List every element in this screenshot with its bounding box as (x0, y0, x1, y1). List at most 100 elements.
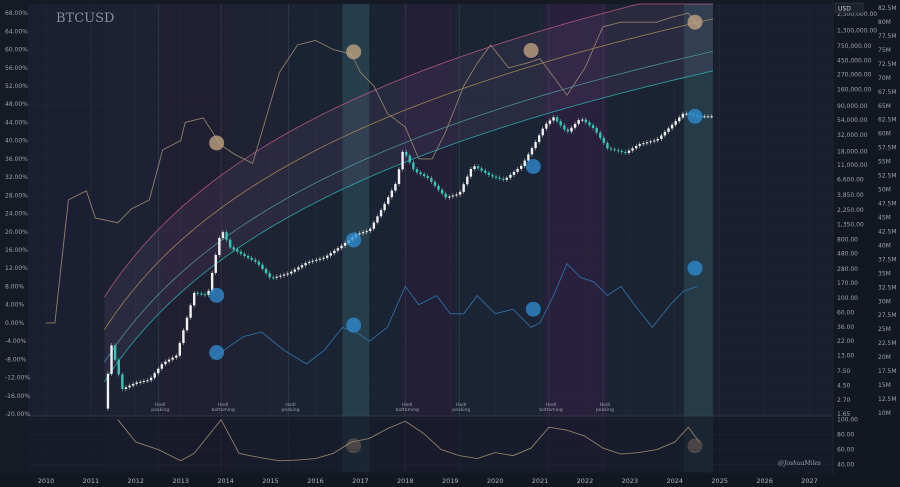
hashrate-tick-label: 15M (878, 382, 891, 389)
x-tick-label: 2014 (217, 477, 234, 485)
hashrate-tick-label: 12.5M (878, 396, 897, 403)
regression-line (104, 51, 714, 363)
candle-body (678, 117, 681, 122)
pct-tick-label: 52.00% (5, 83, 28, 90)
candle-body (552, 117, 555, 121)
hashrate-tick-label: 70M (878, 75, 891, 82)
candle-body (642, 143, 645, 145)
price-tick-label: 2,250.00 (837, 207, 864, 214)
event-label-line: bottoming (539, 407, 562, 413)
candle-body (570, 127, 573, 132)
candle-body (110, 345, 113, 374)
candle-body (710, 116, 713, 118)
candle-body (609, 148, 613, 150)
candle-body (383, 203, 386, 211)
candle-body (279, 275, 282, 277)
candle-body (268, 273, 271, 278)
event-label-line: peaking (282, 407, 300, 413)
candle-body (545, 123, 548, 129)
x-tick-label: 2026 (756, 477, 773, 485)
candle-body (620, 151, 623, 153)
event-label: Hodl peaking (151, 402, 169, 413)
candle-body (555, 117, 559, 122)
candle-body (236, 249, 239, 252)
candle-body (124, 387, 128, 389)
candle-body (343, 242, 347, 246)
hashrate-tick-label: 25M (878, 326, 891, 333)
currency-box[interactable] (834, 2, 864, 14)
osc-tick-label: 40.00 (837, 462, 854, 469)
event-label-line: bottoming (212, 407, 235, 413)
candle-body (329, 253, 332, 256)
background-bands (28, 4, 832, 472)
x-tick-label: 2016 (307, 477, 324, 485)
candle-body (365, 231, 368, 233)
pct-tick-label: -4.00% (5, 338, 27, 345)
candle-body (505, 177, 509, 180)
candle-body (408, 155, 411, 163)
event-label-line: peaking (596, 407, 614, 413)
marker-circle (687, 14, 703, 30)
x-tick-label: 2012 (128, 477, 145, 485)
candle-body (660, 135, 663, 139)
pct-tick-label: 16.00% (5, 247, 28, 254)
pct-tick-label: 40.00% (5, 138, 28, 145)
hodl_ratio_pct-line (46, 12, 700, 324)
pct-tick-label: 12.00% (5, 265, 28, 272)
bg-band (607, 4, 684, 472)
hashrate-tick-label: 10M (878, 410, 891, 417)
candle-body (293, 269, 297, 272)
candle-body (106, 373, 110, 409)
highlight-periods (342, 4, 713, 472)
candle-body (275, 276, 279, 278)
marker-circle (209, 345, 225, 360)
candle-body (250, 257, 253, 260)
price-tick-label: 22.00 (837, 338, 854, 345)
hashrate-tick-label: 72.5M (878, 61, 897, 68)
marker-circle (346, 44, 362, 60)
regression-fill (104, 4, 713, 382)
candle-body (394, 183, 397, 191)
candle-body (157, 368, 160, 374)
hashrate-tick-label: 30M (878, 298, 891, 305)
currency-label: USD (838, 6, 851, 13)
event-label: Hodl peaking (282, 402, 300, 413)
price-tick-label: 280.00 (837, 266, 858, 273)
pct-tick-label: 32.00% (5, 174, 28, 181)
candle-body (703, 116, 706, 118)
price-tick-label: 2,300,000.00 (837, 11, 877, 18)
candle-body (530, 148, 534, 155)
candle-body (369, 228, 372, 232)
pct-tick-label: 8.00% (5, 283, 24, 290)
candle-body (225, 232, 228, 240)
candle-body (537, 135, 541, 142)
price-tick-label: 160,000.00 (837, 87, 872, 94)
candle-body (462, 184, 465, 192)
hashrate-tick-label: 67.5M (878, 89, 897, 96)
hashrate-tick-label: 35M (878, 270, 891, 277)
hashrate-tick-label: 60M (878, 131, 891, 138)
marker-circle (523, 42, 539, 58)
candle-body (322, 257, 325, 259)
event-label: Hodl peaking (596, 402, 614, 413)
bg-band (400, 4, 455, 472)
candle-body (426, 176, 429, 178)
candle-body (214, 254, 217, 273)
price-tick-label: 6,600.00 (837, 177, 864, 184)
candle-body (325, 255, 329, 258)
candle-body (340, 245, 343, 249)
candle-body (117, 359, 120, 375)
candle-body (602, 137, 606, 144)
pct-tick-label: 20.00% (5, 229, 28, 236)
event-label: Hodl peaking (452, 402, 470, 413)
candle-body (185, 317, 189, 331)
pct-tick-label: 24.00% (5, 211, 28, 218)
price-tick-label: 18,000.00 (837, 148, 868, 155)
candle-body (401, 151, 404, 170)
hashrate-tick-label: 62.5M (878, 117, 897, 124)
candle-body (139, 381, 142, 383)
hashrate-tick-label: 52.5M (878, 173, 897, 180)
candle-body (272, 277, 275, 279)
candle-body (207, 290, 210, 295)
